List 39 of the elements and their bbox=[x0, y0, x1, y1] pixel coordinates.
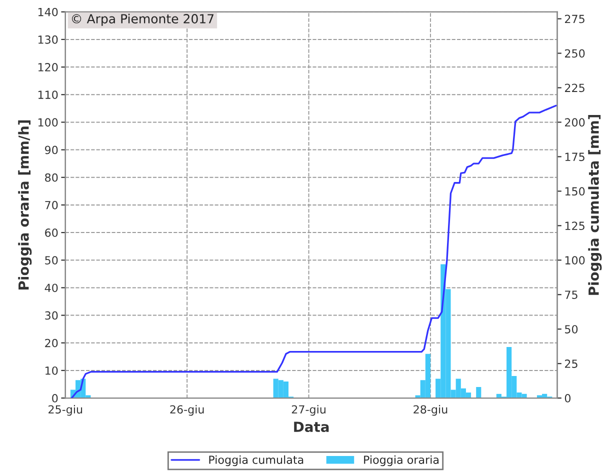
y-tick-label: 60 bbox=[45, 228, 58, 237]
x-tick-label: 27-giu bbox=[292, 404, 326, 416]
x-tick-label: 28-giu bbox=[414, 404, 448, 416]
y2-tick-label: 100 bbox=[565, 256, 585, 265]
x-tick-label: 26-giu bbox=[170, 404, 204, 416]
y-tick-label: 70 bbox=[45, 200, 58, 210]
x-axis-title: Data bbox=[294, 422, 329, 432]
y2-tick-label: 250 bbox=[564, 49, 585, 58]
y2-tick-label: 175 bbox=[565, 152, 584, 162]
y2-tick-label: 150 bbox=[565, 187, 585, 196]
annotation: © Arpa Piemonte 2017 bbox=[72, 14, 214, 26]
y-axis-title: Pioggia oraria [mm/h] bbox=[18, 120, 32, 290]
y-tick-label: 40 bbox=[44, 284, 58, 292]
y-tick-label: 90 bbox=[44, 146, 58, 154]
y-tick-label: 130 bbox=[38, 35, 58, 44]
y-tick-label: 140 bbox=[38, 8, 58, 16]
y2-tick-label: 75 bbox=[565, 290, 578, 299]
legend-label: Pioggia oraria bbox=[364, 455, 438, 466]
y-tick-label: 30 bbox=[45, 311, 58, 320]
y2-tick-label: 125 bbox=[565, 222, 584, 230]
y-tick-label: 50 bbox=[45, 256, 58, 265]
y2-axis-title: Pioggia cumulata [mm] bbox=[588, 114, 602, 295]
y2-tick-label: 50 bbox=[565, 325, 578, 334]
y-tick-label: 0 bbox=[52, 394, 58, 402]
line-series bbox=[70, 104, 557, 398]
y-tick-label: 120 bbox=[38, 63, 58, 72]
y2-tick-label: 25 bbox=[564, 360, 578, 368]
y-tick-label: 10 bbox=[46, 366, 58, 375]
y2-tick-label: 225 bbox=[564, 84, 584, 92]
x-tick-label: 25-giu bbox=[48, 404, 82, 416]
y2-tick-label: 275 bbox=[564, 14, 584, 24]
legend-label: Pioggia cumulata bbox=[209, 455, 304, 466]
y-tick-label: 100 bbox=[38, 118, 58, 127]
y2-tick-label: 0 bbox=[564, 394, 571, 402]
y-tick-label: 110 bbox=[38, 90, 58, 100]
y-tick-label: 20 bbox=[45, 338, 58, 348]
y2-tick-label: 200 bbox=[564, 118, 585, 127]
bar bbox=[476, 387, 482, 398]
y-tick-label: 80 bbox=[45, 173, 58, 182]
